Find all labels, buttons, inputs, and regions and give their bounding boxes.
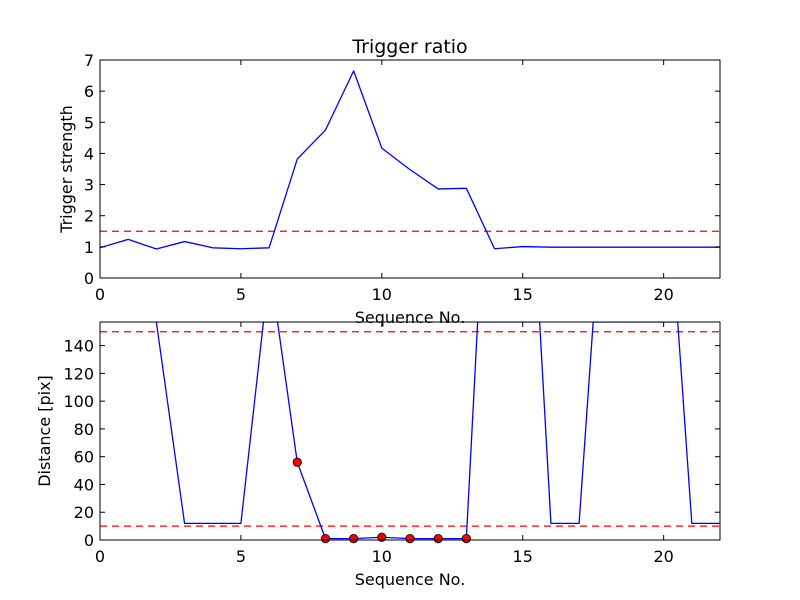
tick-layer: 0 5 10 15 20 0 1 2 3 4 5 6 7: [84, 51, 720, 304]
y-tick-label: 2: [84, 207, 94, 226]
data-point-marker: [405, 534, 415, 544]
x-tick-label: 5: [236, 285, 246, 304]
x-tick-label: 0: [95, 285, 105, 304]
series-layer: [155, 322, 720, 540]
y-axis-label: Trigger strength: [57, 105, 76, 234]
chart-title: Trigger ratio: [351, 36, 467, 58]
x-tick-label: 0: [95, 547, 105, 566]
marker-layer: [292, 457, 471, 544]
x-tick-label: 15: [513, 547, 533, 566]
y-tick-label: 6: [84, 82, 94, 101]
x-tick-label: 20: [653, 285, 673, 304]
y-tick-label: 140: [63, 337, 94, 356]
series-line: [155, 322, 720, 540]
y-tick-label: 120: [63, 364, 94, 383]
y-tick-label: 3: [84, 176, 94, 195]
series-layer: [100, 70, 720, 250]
x-tick-label: 10: [372, 547, 392, 566]
y-tick-label: 1: [84, 238, 94, 257]
y-tick-label: 5: [84, 113, 94, 132]
x-tick-label: 20: [653, 547, 673, 566]
threshold-lines: [100, 331, 720, 527]
tick-layer: 0 5 10 15 20 0 20 40 60 80 100 120 140: [63, 322, 720, 566]
y-tick-label: 40: [74, 475, 94, 494]
x-tick-label: 5: [236, 547, 246, 566]
trigger-ratio-panel: Trigger ratio 0 5 10 15 20 0 1 2 3 4 5 6 7 Sequence …: [57, 36, 721, 327]
data-point-marker: [433, 534, 443, 544]
plot-frame: [99, 59, 721, 279]
data-point-marker: [461, 534, 471, 544]
x-axis-label: Sequence No.: [355, 308, 466, 327]
series-line: [100, 70, 720, 250]
y-tick-label: 100: [63, 392, 94, 411]
y-tick-label: 7: [84, 51, 94, 70]
x-tick-label: 10: [372, 285, 392, 304]
y-tick-label: 60: [74, 448, 94, 467]
y-tick-label: 0: [84, 269, 94, 288]
y-tick-label: 0: [84, 531, 94, 550]
y-axis-label: Distance [pix]: [35, 375, 54, 487]
data-point-marker: [320, 534, 331, 544]
x-tick-label: 15: [513, 285, 533, 304]
y-tick-label: 4: [84, 144, 94, 163]
y-tick-label: 20: [74, 503, 94, 522]
data-point-marker: [292, 457, 302, 467]
y-tick-label: 80: [74, 420, 94, 439]
data-point-marker: [349, 534, 359, 544]
x-axis-label: Sequence No.: [355, 570, 466, 589]
plot-frame: [99, 321, 721, 541]
